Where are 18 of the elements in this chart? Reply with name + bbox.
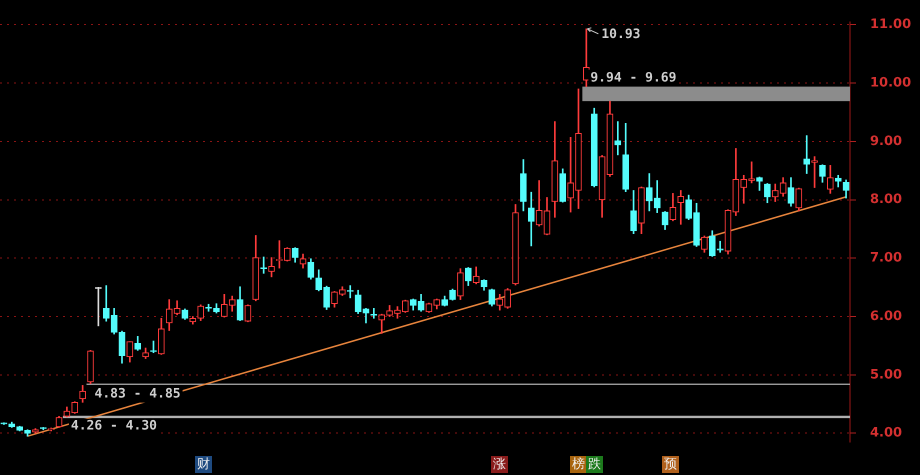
candlestick [150, 340, 157, 354]
y-tick-label: 11.00 [870, 17, 912, 32]
text: 跌 [586, 456, 603, 473]
y-tick-label: 10.00 [870, 75, 912, 90]
text: 涨 [491, 456, 508, 473]
text: 财 [195, 456, 212, 473]
text: 预 [662, 456, 679, 473]
y-tick-label: 6.00 [870, 308, 902, 324]
annotation: 10.93 [601, 27, 640, 42]
y-tick-label: 5.00 [870, 367, 902, 382]
band-label: 4.83 - 4.85 [94, 386, 181, 402]
band-label: 4.26 - 4.30 [70, 418, 158, 434]
text: 榜 [570, 456, 587, 473]
band-label: 9.94 - 9.69 [590, 70, 676, 86]
y-tick-label: 8.00 [870, 192, 902, 208]
y-tick-label: 9.00 [870, 134, 902, 149]
y-tick-label: 4.00 [870, 426, 902, 441]
y-tick-label: 7.00 [870, 250, 902, 266]
